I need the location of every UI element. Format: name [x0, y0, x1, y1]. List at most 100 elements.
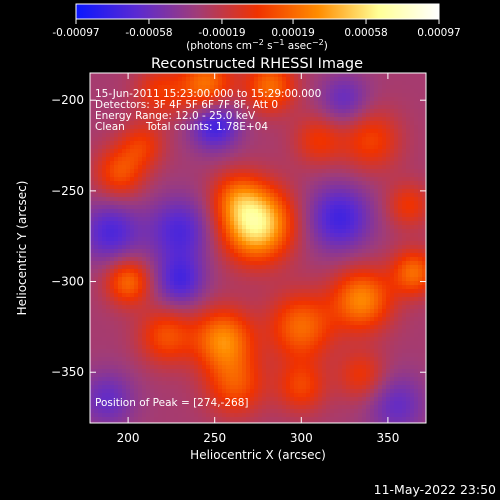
heatmap-pixel — [334, 137, 339, 142]
heatmap-pixel — [326, 241, 331, 246]
heatmap-pixel — [114, 129, 119, 134]
heatmap-pixel — [122, 249, 127, 254]
heatmap-pixel — [154, 153, 159, 158]
heatmap-pixel — [206, 185, 211, 190]
heatmap-pixel — [258, 221, 263, 226]
heatmap-pixel — [234, 281, 239, 286]
heatmap-pixel — [378, 173, 383, 178]
heatmap-pixel — [394, 249, 399, 254]
heatmap-pixel — [330, 305, 335, 310]
heatmap-pixel — [154, 285, 159, 290]
heatmap-pixel — [302, 293, 307, 298]
heatmap-pixel — [174, 161, 179, 166]
heatmap-pixel — [310, 241, 315, 246]
heatmap-pixel — [162, 293, 167, 298]
heatmap-pixel — [398, 265, 403, 270]
heatmap-pixel — [394, 281, 399, 286]
heatmap-pixel — [182, 293, 187, 298]
heatmap-pixel — [346, 241, 351, 246]
heatmap-pixel — [122, 201, 127, 206]
heatmap-pixel — [330, 241, 335, 246]
heatmap-pixel — [258, 165, 263, 170]
heatmap-pixel — [246, 281, 251, 286]
heatmap-pixel — [298, 297, 303, 302]
heatmap-pixel — [194, 293, 199, 298]
heatmap-pixel — [290, 129, 295, 134]
heatmap-pixel — [310, 173, 315, 178]
heatmap-pixel — [390, 125, 395, 130]
heatmap-pixel — [342, 141, 347, 146]
heatmap-pixel — [110, 221, 115, 226]
heatmap-pixel — [414, 225, 419, 230]
heatmap-pixel — [402, 237, 407, 242]
heatmap-pixel — [314, 77, 319, 82]
heatmap-pixel — [150, 105, 155, 110]
heatmap-pixel — [230, 181, 235, 186]
heatmap-pixel — [322, 197, 327, 202]
heatmap-pixel — [174, 137, 179, 142]
heatmap-pixel — [214, 149, 219, 154]
heatmap-pixel — [126, 169, 131, 174]
heatmap-pixel — [398, 137, 403, 142]
heatmap-pixel — [274, 217, 279, 222]
heatmap-pixel — [190, 137, 195, 142]
heatmap-pixel — [110, 241, 115, 246]
heatmap-pixel — [250, 253, 255, 258]
heatmap-pixel — [174, 257, 179, 262]
heatmap-pixel — [310, 213, 315, 218]
heatmap-pixel — [382, 81, 387, 86]
heatmap-pixel — [230, 261, 235, 266]
heatmap-pixel — [338, 109, 343, 114]
heatmap-pixel — [102, 81, 107, 86]
heatmap-pixel — [182, 245, 187, 250]
heatmap-pixel — [382, 245, 387, 250]
heatmap-pixel — [394, 225, 399, 230]
heatmap-pixel — [218, 193, 223, 198]
heatmap-pixel — [114, 281, 119, 286]
heatmap-pixel — [98, 205, 103, 210]
heatmap-pixel — [406, 209, 411, 214]
heatmap-pixel — [278, 277, 283, 282]
heatmap-pixel — [342, 217, 347, 222]
heatmap-pixel — [166, 297, 171, 302]
heatmap-pixel — [102, 245, 107, 250]
heatmap-pixel — [206, 181, 211, 186]
heatmap-pixel — [98, 133, 103, 138]
heatmap-pixel — [390, 85, 395, 90]
heatmap-pixel — [98, 129, 103, 134]
heatmap-pixel — [254, 93, 259, 98]
heatmap-pixel — [206, 241, 211, 246]
heatmap-pixel — [350, 97, 355, 102]
heatmap-pixel — [206, 221, 211, 226]
heatmap-pixel — [358, 93, 363, 98]
heatmap-pixel — [298, 205, 303, 210]
heatmap-pixel — [154, 257, 159, 262]
heatmap-pixel — [302, 125, 307, 130]
heatmap-pixel — [322, 125, 327, 130]
heatmap-pixel — [210, 265, 215, 270]
heatmap-pixel — [210, 89, 215, 94]
heatmap-pixel — [286, 245, 291, 250]
heatmap-pixel — [138, 189, 143, 194]
heatmap-pixel — [230, 221, 235, 226]
heatmap-pixel — [118, 189, 123, 194]
heatmap-pixel — [118, 273, 123, 278]
heatmap-pixel — [378, 277, 383, 282]
heatmap-pixel — [254, 233, 259, 238]
heatmap-pixel — [226, 117, 231, 122]
heatmap-pixel — [362, 77, 367, 82]
heatmap-pixel — [246, 229, 251, 234]
heatmap-pixel — [106, 213, 111, 218]
heatmap-pixel — [378, 149, 383, 154]
heatmap-pixel — [278, 261, 283, 266]
heatmap-pixel — [234, 157, 239, 162]
heatmap-pixel — [330, 113, 335, 118]
heatmap-pixel — [134, 293, 139, 298]
heatmap-pixel — [194, 113, 199, 118]
heatmap-pixel — [182, 101, 187, 106]
heatmap-pixel — [106, 73, 111, 78]
heatmap-pixel — [246, 149, 251, 154]
heatmap-pixel — [102, 297, 107, 302]
heatmap-pixel — [166, 225, 171, 230]
heatmap-pixel — [382, 141, 387, 146]
